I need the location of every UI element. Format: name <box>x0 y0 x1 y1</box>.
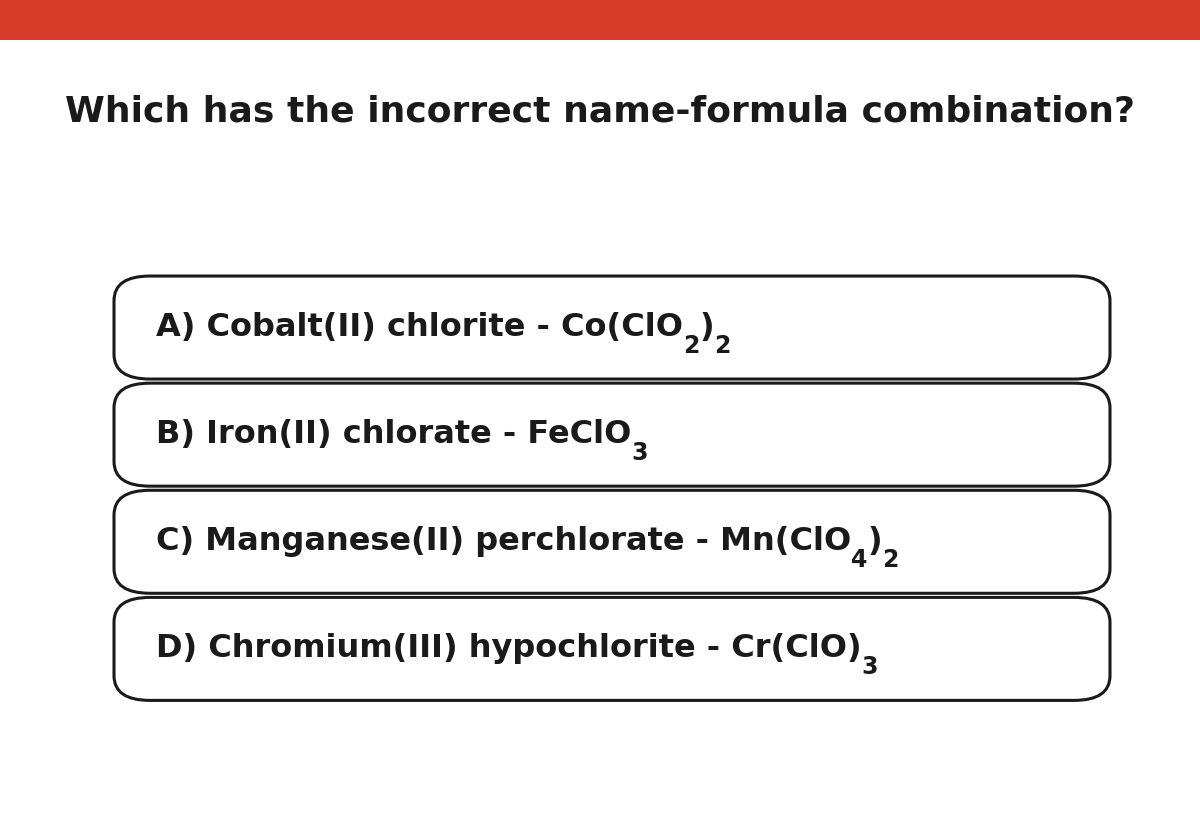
Text: 3: 3 <box>862 655 878 679</box>
Text: 2: 2 <box>683 334 700 358</box>
Text: 4: 4 <box>851 548 868 572</box>
Text: Which has the incorrect name-formula combination?: Which has the incorrect name-formula com… <box>65 94 1135 129</box>
Text: C) Manganese(II) perchlorate - Mn(ClO: C) Manganese(II) perchlorate - Mn(ClO <box>156 527 851 557</box>
Text: ): ) <box>868 527 882 557</box>
Text: D) Chromium(III) hypochlorite - Cr(ClO): D) Chromium(III) hypochlorite - Cr(ClO) <box>156 634 862 664</box>
Text: 2: 2 <box>882 548 899 572</box>
FancyBboxPatch shape <box>114 276 1110 379</box>
Text: A) Cobalt(II) chlorite - Co(ClO: A) Cobalt(II) chlorite - Co(ClO <box>156 312 683 343</box>
FancyBboxPatch shape <box>114 490 1110 593</box>
Text: 2: 2 <box>714 334 731 358</box>
FancyBboxPatch shape <box>114 597 1110 700</box>
FancyBboxPatch shape <box>114 383 1110 486</box>
Text: 3: 3 <box>631 441 648 465</box>
Text: B) Iron(II) chlorate - FeClO: B) Iron(II) chlorate - FeClO <box>156 419 631 450</box>
Text: ): ) <box>700 312 714 343</box>
